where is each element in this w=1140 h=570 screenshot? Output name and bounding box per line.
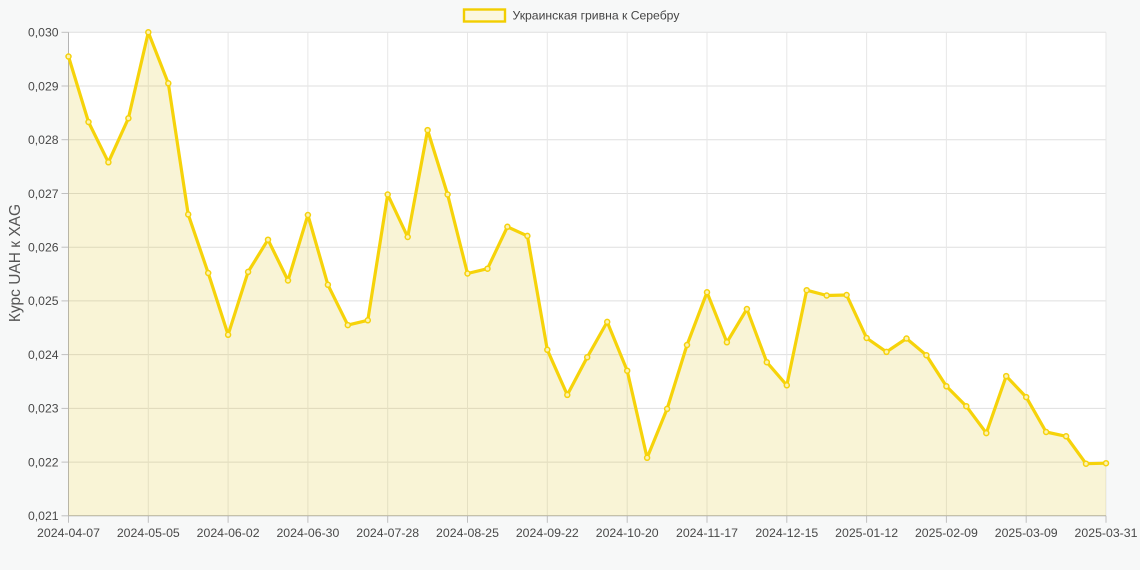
svg-text:2024-05-05: 2024-05-05	[117, 526, 180, 540]
svg-text:0,025: 0,025	[28, 294, 59, 308]
svg-text:2024-04-07: 2024-04-07	[37, 526, 100, 540]
svg-text:0,026: 0,026	[28, 241, 59, 255]
svg-text:2024-12-15: 2024-12-15	[755, 526, 818, 540]
svg-text:Курс UAH к XAG: Курс UAH к XAG	[7, 204, 24, 322]
svg-text:0,022: 0,022	[28, 455, 59, 469]
svg-text:0,024: 0,024	[28, 348, 59, 362]
svg-text:2024-06-02: 2024-06-02	[197, 526, 260, 540]
svg-text:2025-03-31: 2025-03-31	[1075, 526, 1138, 540]
svg-text:2025-03-09: 2025-03-09	[995, 526, 1058, 540]
svg-text:2024-09-22: 2024-09-22	[516, 526, 579, 540]
svg-text:0,030: 0,030	[28, 26, 59, 40]
svg-text:2025-02-09: 2025-02-09	[915, 526, 978, 540]
svg-text:2025-01-12: 2025-01-12	[835, 526, 898, 540]
svg-text:Украинская гривна к Серебру: Украинская гривна к Серебру	[513, 9, 681, 23]
svg-text:2024-06-30: 2024-06-30	[276, 526, 339, 540]
svg-text:2024-11-17: 2024-11-17	[676, 526, 738, 540]
svg-text:0,027: 0,027	[28, 187, 59, 201]
svg-text:0,028: 0,028	[28, 133, 59, 147]
svg-text:2024-07-28: 2024-07-28	[356, 526, 419, 540]
svg-text:0,021: 0,021	[28, 509, 59, 523]
svg-text:0,029: 0,029	[28, 79, 59, 93]
svg-text:2024-10-20: 2024-10-20	[596, 526, 659, 540]
svg-text:2024-08-25: 2024-08-25	[436, 526, 499, 540]
svg-text:0,023: 0,023	[28, 402, 59, 416]
